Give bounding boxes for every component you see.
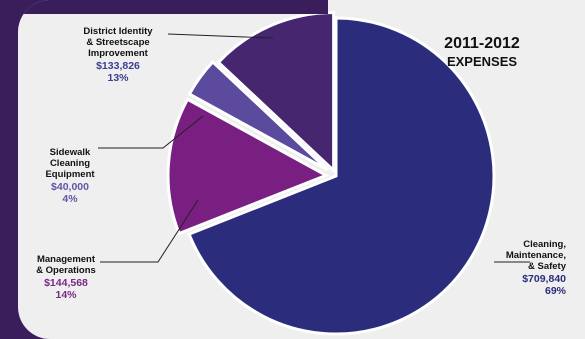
- slice-label: Sidewalk: [50, 147, 91, 158]
- leader-line: [100, 199, 199, 263]
- chart-panel: Cleaning, Maintenance, & Safety $709,840 69%…: [18, 0, 585, 339]
- slice-label: Maintenance,: [506, 250, 566, 261]
- slice-label: & Safety: [528, 261, 567, 272]
- slice-amount: $133,826: [96, 60, 140, 72]
- slice-amount: $40,000: [51, 181, 89, 193]
- pie-slice: [187, 16, 496, 336]
- slice-label: Management: [37, 254, 96, 265]
- slice-label: Improvement: [88, 48, 148, 59]
- slice-amount: $709,840: [522, 273, 566, 285]
- pie-slice: [187, 59, 329, 172]
- slice-percent: 14%: [55, 289, 77, 301]
- top-band: [18, 0, 328, 14]
- pie-slice: [166, 97, 330, 236]
- slice-percent: 4%: [62, 193, 78, 205]
- slice-label: District Identity: [83, 26, 153, 37]
- slice-percent: 13%: [107, 72, 129, 84]
- leader-line: [167, 33, 274, 39]
- slice-label: & Streetscape: [86, 37, 149, 48]
- slice-label: & Operations: [36, 265, 96, 276]
- leader-line: [98, 115, 204, 149]
- chart-subtitle: EXPENSES: [447, 54, 517, 69]
- slice-amount: $144,568: [44, 277, 88, 289]
- chart-title: 2011-2012: [444, 35, 520, 52]
- pie-chart: Cleaning,Maintenance,& Safety$709,84069%…: [36, 10, 567, 336]
- slice-label: Equipment: [45, 169, 95, 180]
- slice-label: Cleaning,: [523, 239, 566, 250]
- slice-label: Cleaning: [50, 158, 90, 169]
- slice-percent: 69%: [545, 285, 567, 297]
